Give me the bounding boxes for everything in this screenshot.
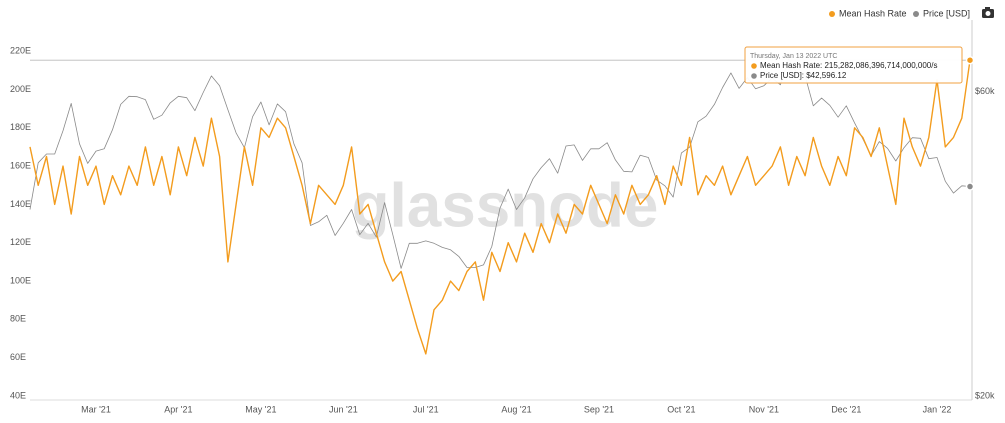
y-tick-label: 120E: [10, 237, 31, 247]
tooltip-date: Thursday, Jan 13 2022 UTC: [750, 53, 837, 60]
legend-label[interactable]: Mean Hash Rate: [839, 8, 907, 18]
legend-swatch: [829, 11, 835, 17]
x-tick-label: Mar '21: [81, 404, 111, 414]
tooltip-box: [744, 46, 963, 84]
y-tick-label: 160E: [10, 160, 31, 170]
y2-tick-label: $60k: [975, 86, 995, 96]
y-tick-label: 80E: [10, 314, 26, 324]
x-tick-label: Aug '21: [501, 404, 531, 414]
x-tick-label: Jul '21: [413, 404, 439, 414]
y-tick-label: 140E: [10, 199, 31, 209]
y-tick-label: 180E: [10, 122, 31, 132]
x-tick-label: Oct '21: [667, 404, 695, 414]
x-tick-label: Nov '21: [749, 404, 779, 414]
x-tick-label: May '21: [245, 404, 276, 414]
y-tick-label: 60E: [10, 352, 26, 362]
tooltip-line: Mean Hash Rate: 215,282,086,396,714,000,…: [760, 61, 937, 70]
y2-tick-label: $20k: [975, 390, 995, 400]
tooltip-swatch: [751, 73, 757, 79]
x-tick-label: Jan '22: [923, 404, 952, 414]
y-tick-label: 100E: [10, 275, 31, 285]
tooltip-line: Price [USD]: $42,596.12: [760, 71, 847, 80]
watermark: glassnode: [352, 171, 659, 240]
x-tick-label: Apr '21: [164, 404, 192, 414]
x-tick-label: Dec '21: [831, 404, 861, 414]
camera-icon[interactable]: [982, 7, 994, 18]
y-tick-label: 200E: [10, 84, 31, 94]
series-line: [29, 60, 971, 355]
series-line: [29, 58, 971, 269]
hover-point: [965, 182, 975, 191]
y-tick-label: 220E: [10, 46, 31, 56]
x-tick-label: Jun '21: [329, 404, 358, 414]
legend-swatch: [913, 11, 919, 17]
legend-label[interactable]: Price [USD]: [923, 8, 970, 18]
y-tick-label: 40E: [10, 390, 26, 400]
tooltip-swatch: [751, 63, 757, 69]
x-tick-label: Sep '21: [584, 404, 614, 414]
hover-point: [965, 55, 975, 65]
